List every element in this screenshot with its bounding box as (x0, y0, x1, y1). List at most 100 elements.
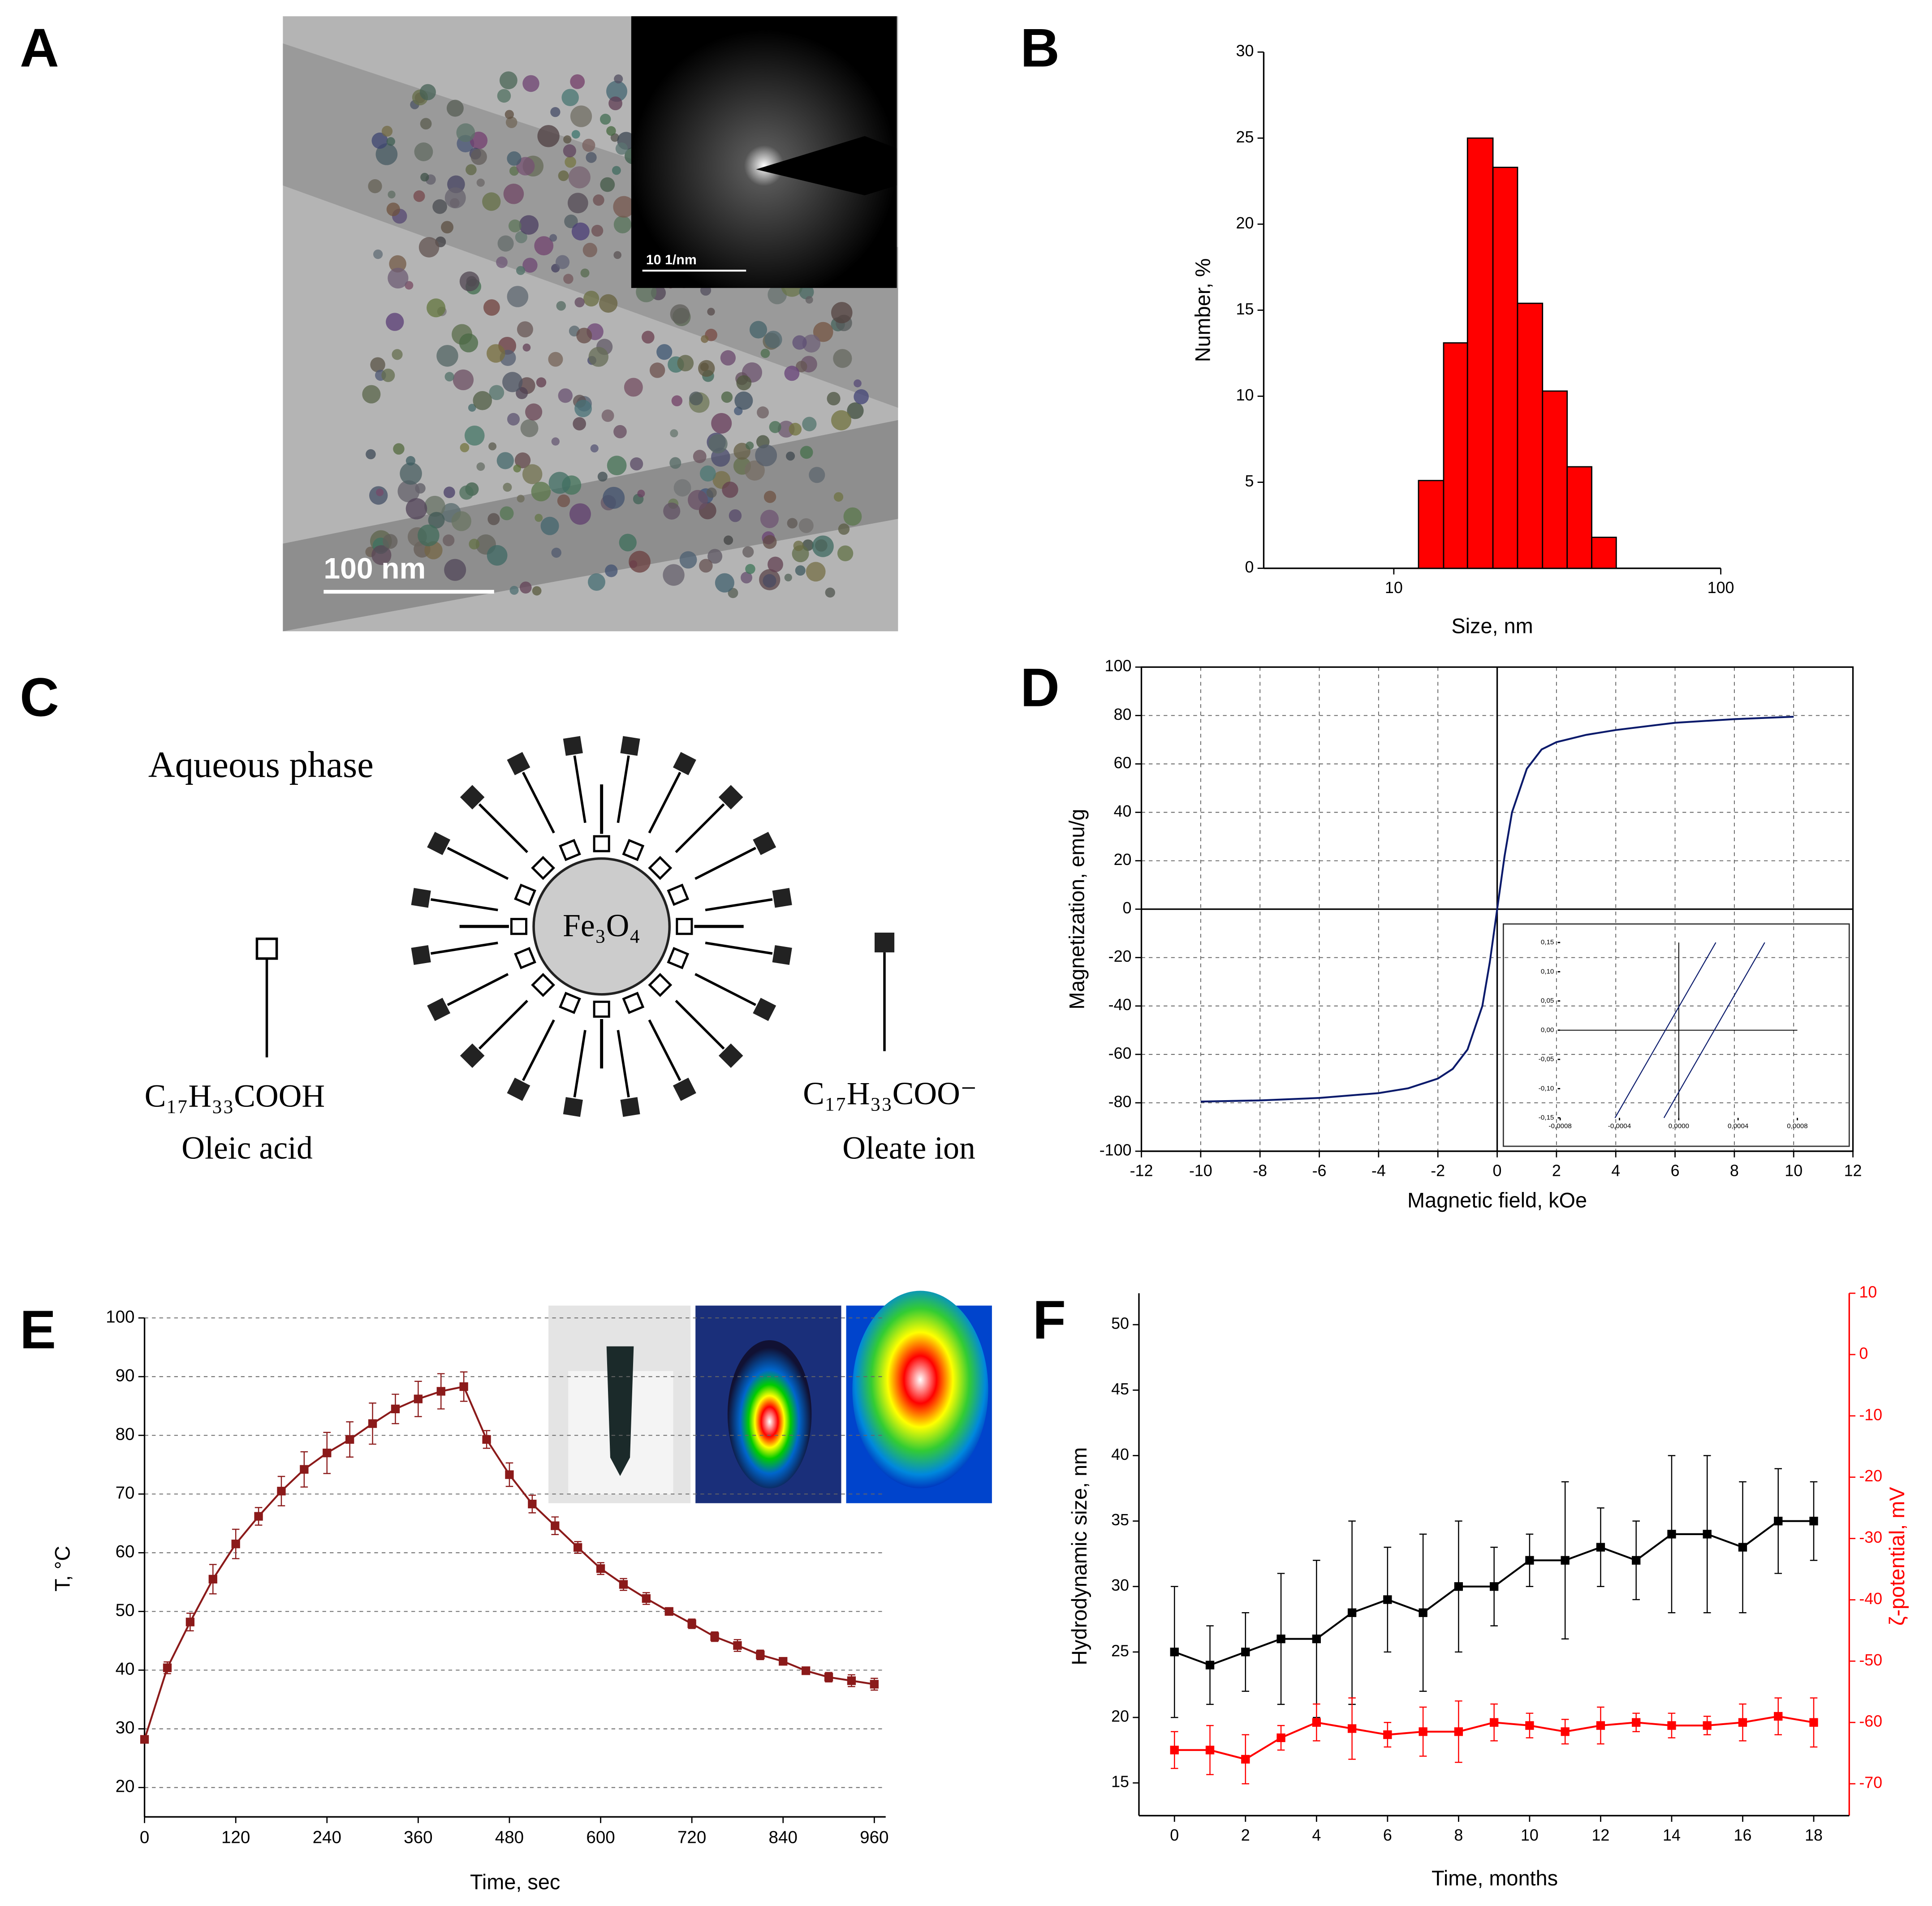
particle (548, 352, 563, 367)
particle (601, 409, 614, 422)
head-hollow (559, 992, 581, 1014)
head-filled (874, 933, 895, 953)
particle (393, 443, 405, 455)
particle (813, 322, 833, 342)
tail (617, 755, 630, 823)
y2-tick-label: -50 (1859, 1651, 1882, 1669)
particle (558, 388, 573, 403)
particle (444, 372, 454, 382)
particle (362, 385, 381, 404)
marker (1596, 1543, 1605, 1552)
x-tick-label: 4 (1611, 1162, 1620, 1180)
particle (432, 199, 447, 214)
particle (534, 236, 554, 256)
y-tick-label: 45 (1111, 1380, 1129, 1398)
particle (516, 157, 535, 176)
particle (825, 587, 835, 598)
particle (551, 437, 560, 446)
particle (503, 184, 524, 204)
particle (745, 564, 755, 574)
y-tick-label: 20 (116, 1777, 135, 1796)
x-tick-label: 14 (1663, 1826, 1681, 1844)
y-tick-label: 40 (1111, 1446, 1129, 1463)
particle (607, 456, 627, 475)
particle (436, 345, 458, 367)
particle (414, 142, 433, 161)
head-hollow (531, 856, 555, 880)
particle (656, 344, 673, 360)
marker (756, 1650, 765, 1660)
particle (486, 344, 505, 363)
particle (720, 350, 736, 366)
particle (427, 298, 446, 318)
y-axis-label: Magnetization, emu/g (1065, 809, 1088, 1010)
head-hollow (667, 883, 690, 906)
x-tick-label: -10 (1189, 1162, 1212, 1180)
x-tick-label: -8 (1253, 1162, 1267, 1180)
marker (847, 1676, 856, 1685)
particle (593, 194, 604, 206)
particle (522, 464, 543, 484)
y2-tick-label: -60 (1859, 1712, 1882, 1730)
particle (763, 490, 776, 503)
particle (370, 357, 385, 373)
particle (603, 486, 625, 509)
particle (519, 215, 539, 235)
particle (612, 166, 621, 175)
marker (1170, 1648, 1179, 1656)
y-tick-label: 80 (116, 1424, 135, 1444)
particle (468, 404, 476, 412)
particle (843, 507, 862, 526)
micelle (411, 736, 792, 1117)
particle (507, 286, 529, 307)
marker (1276, 1733, 1285, 1743)
particle (441, 221, 454, 234)
particle (580, 268, 590, 278)
particle (483, 299, 500, 316)
head-filled (673, 1077, 696, 1101)
particle (389, 255, 406, 273)
marker (551, 1521, 560, 1530)
particle (561, 89, 579, 106)
particle (418, 524, 440, 546)
particle (499, 71, 518, 90)
marker (1205, 1661, 1215, 1669)
particle (473, 391, 492, 410)
marker (1561, 1556, 1570, 1565)
marker (1241, 1755, 1250, 1764)
y-tick-label: 10 (1236, 386, 1254, 404)
marker (459, 1382, 468, 1391)
particle (833, 349, 852, 368)
head-hollow (559, 839, 581, 861)
marker (254, 1512, 263, 1521)
particle (400, 462, 422, 485)
y2-tick-label: -30 (1859, 1528, 1882, 1546)
particle (522, 75, 539, 92)
tail (573, 755, 586, 823)
particle (563, 274, 574, 284)
y2-tick-label: -20 (1859, 1467, 1882, 1485)
particle (689, 392, 703, 405)
particle (397, 480, 420, 503)
particle (614, 74, 623, 84)
name: Oleate ion (842, 1130, 975, 1166)
x-tick-label: -4 (1371, 1162, 1386, 1180)
x-tick-label: 600 (586, 1828, 615, 1847)
y-tick-label: 30 (1236, 42, 1254, 60)
marker (801, 1666, 811, 1675)
head-hollow (514, 947, 536, 969)
marker (664, 1607, 673, 1616)
particle (749, 321, 768, 339)
particle (802, 417, 817, 431)
particle (549, 234, 557, 242)
particle (787, 518, 798, 529)
particle (446, 99, 464, 117)
y-tick-label: 50 (116, 1601, 135, 1620)
head-filled (411, 888, 431, 908)
particle (383, 534, 398, 549)
particle (386, 202, 400, 216)
particle (449, 198, 460, 208)
particle (418, 237, 440, 258)
marker (1489, 1582, 1499, 1591)
y-tick-label: -60 (1108, 1044, 1132, 1062)
